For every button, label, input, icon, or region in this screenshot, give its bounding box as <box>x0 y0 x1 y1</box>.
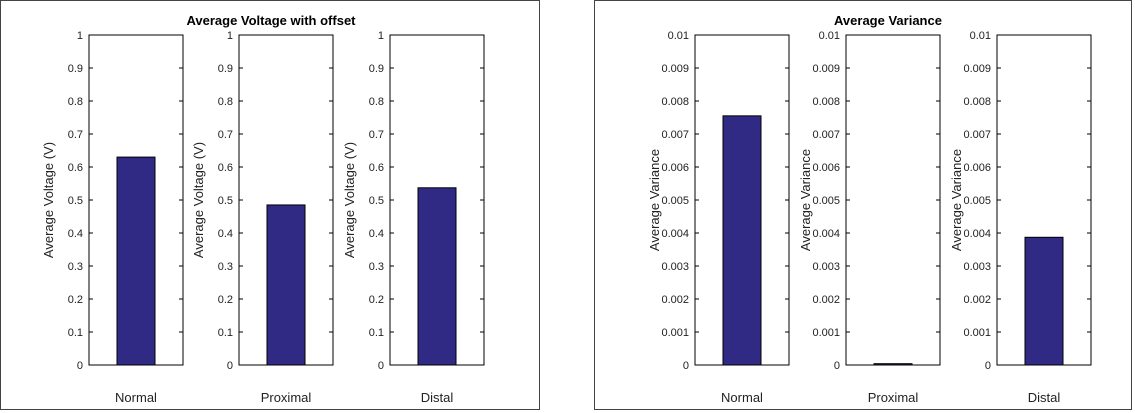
y-tick-label: 0.001 <box>812 327 840 339</box>
bar-distal <box>1024 236 1064 366</box>
y-tick-label: 0.004 <box>963 228 991 240</box>
y-tick-label: 0.9 <box>68 63 83 75</box>
variance-chart-title: Average Variance <box>834 13 942 28</box>
x-category-label: Normal <box>115 390 157 405</box>
y-tick-label: 0.2 <box>218 294 233 306</box>
y-tick-label: 0 <box>77 360 83 372</box>
y-tick-label: 0.6 <box>218 162 233 174</box>
y-tick-label: 0.4 <box>218 228 233 240</box>
y-tick-label: 0.004 <box>812 228 840 240</box>
subplot-distal: 0 0.1 0.2 0.3 0.4 0.5 0.6 0.7 0.8 0.9 1 Average Vol… <box>342 30 485 405</box>
y-tick-label: 0.001 <box>661 327 689 339</box>
y-tick-label: 0.009 <box>963 63 991 75</box>
y-tick-label: 0.9 <box>369 63 384 75</box>
y-tick-label: 0.008 <box>963 96 991 108</box>
x-category-label: Distal <box>421 390 454 405</box>
y-tick-label: 0 <box>227 360 233 372</box>
y-tick-label: 0.9 <box>218 63 233 75</box>
y-tick-label: 0.5 <box>218 195 233 207</box>
y-tick-label: 0.5 <box>68 195 83 207</box>
y-tick-label: 0.009 <box>661 63 689 75</box>
voltage-figure-panel: Average Voltage with offset 0 0.1 0.2 0.3 0.… <box>0 0 540 410</box>
y-tick-label: 0.002 <box>661 294 689 306</box>
y-axis-label: Average Voltage (V) <box>191 142 206 258</box>
y-tick-label: 0.005 <box>812 195 840 207</box>
bar-proximal <box>266 204 306 366</box>
x-category-label: Proximal <box>868 390 919 405</box>
subplot-normal: 0 0.001 0.002 0.003 0.004 0.005 0.006 0.007 0.00… <box>647 30 790 405</box>
x-category-label: Proximal <box>261 390 312 405</box>
y-tick-label: 0.005 <box>963 195 991 207</box>
y-axis-label: Average Voltage (V) <box>342 142 357 258</box>
bar-proximal <box>873 363 913 366</box>
axes-box <box>845 34 941 366</box>
y-tick-label: 0.006 <box>661 162 689 174</box>
y-tick-label: 0 <box>683 360 689 372</box>
voltage-chart-title: Average Voltage with offset <box>186 13 356 28</box>
subplot-normal: 0 0.1 0.2 0.3 0.4 0.5 0.6 0.7 0.8 0.9 1 Average Vol… <box>41 30 184 405</box>
y-tick-label: 0.1 <box>68 327 83 339</box>
y-tick-label: 0.2 <box>369 294 384 306</box>
y-tick-label: 1 <box>77 30 83 42</box>
y-tick-label: 0.001 <box>963 327 991 339</box>
y-tick-label: 0.003 <box>963 261 991 273</box>
x-category-label: Distal <box>1028 390 1061 405</box>
y-tick-label: 0.01 <box>819 30 840 42</box>
y-tick-label: 0.3 <box>369 261 384 273</box>
y-tick-label: 0.009 <box>812 63 840 75</box>
subplot-distal: 0 0.001 0.002 0.003 0.004 0.005 0.006 0.007 0.00… <box>949 30 1092 405</box>
bar-normal <box>722 115 762 366</box>
y-tick-label: 0 <box>378 360 384 372</box>
y-tick-label: 0.01 <box>668 30 689 42</box>
y-tick-label: 0.008 <box>812 96 840 108</box>
y-tick-label: 0.007 <box>963 129 991 141</box>
y-tick-label: 0.7 <box>68 129 83 141</box>
variance-figure-panel: Average Variance 0 0.001 0.002 0.003 0.004 0.… <box>594 0 1132 410</box>
voltage-chart: 0 0.1 0.2 0.3 0.4 0.5 0.6 0.7 0.8 0.9 1 Average Vol… <box>41 30 485 405</box>
x-category-label: Normal <box>721 390 763 405</box>
y-tick-label: 0.002 <box>812 294 840 306</box>
y-tick-label: 0.008 <box>661 96 689 108</box>
y-tick-label: 1 <box>378 30 384 42</box>
y-tick-label: 0 <box>834 360 840 372</box>
y-tick-label: 1 <box>227 30 233 42</box>
y-tick-label: 0.3 <box>68 261 83 273</box>
y-tick-label: 0.6 <box>68 162 83 174</box>
y-tick-label: 0.003 <box>812 261 840 273</box>
y-axis-label: Average Variance <box>647 149 662 251</box>
y-tick-label: 0.8 <box>68 96 83 108</box>
bar-distal <box>417 187 457 366</box>
y-axis-label: Average Variance <box>798 149 813 251</box>
y-axis-label: Average Variance <box>949 149 964 251</box>
y-tick-label: 0.2 <box>68 294 83 306</box>
y-tick-label: 0 <box>985 360 991 372</box>
y-tick-label: 0.1 <box>369 327 384 339</box>
y-tick-label: 0.5 <box>369 195 384 207</box>
y-tick-label: 0.3 <box>218 261 233 273</box>
y-tick-label: 0.4 <box>369 228 384 240</box>
y-tick-label: 0.7 <box>218 129 233 141</box>
y-tick-label: 0.003 <box>661 261 689 273</box>
y-tick-label: 0.005 <box>661 195 689 207</box>
y-tick-label: 0.1 <box>218 327 233 339</box>
y-tick-label: 0.8 <box>218 96 233 108</box>
y-tick-label: 0.7 <box>369 129 384 141</box>
bar-normal <box>116 156 156 366</box>
y-tick-label: 0.002 <box>963 294 991 306</box>
y-tick-label: 0.01 <box>970 30 991 42</box>
y-tick-label: 0.007 <box>661 129 689 141</box>
y-tick-label: 0.6 <box>369 162 384 174</box>
y-tick-label: 0.006 <box>963 162 991 174</box>
subplot-proximal: 0 0.1 0.2 0.3 0.4 0.5 0.6 0.7 0.8 0.9 1 Average Vol… <box>191 30 334 405</box>
variance-chart: 0 0.001 0.002 0.003 0.004 0.005 0.006 0.007 0.00… <box>647 30 1092 405</box>
y-tick-label: 0.004 <box>661 228 689 240</box>
y-tick-label: 0.006 <box>812 162 840 174</box>
y-tick-label: 0.8 <box>369 96 384 108</box>
subplot-proximal: 0 0.001 0.002 0.003 0.004 0.005 0.006 0.007 0.00… <box>798 30 941 405</box>
y-tick-label: 0.007 <box>812 129 840 141</box>
y-tick-label: 0.4 <box>68 228 83 240</box>
y-axis-label: Average Voltage (V) <box>41 142 56 258</box>
